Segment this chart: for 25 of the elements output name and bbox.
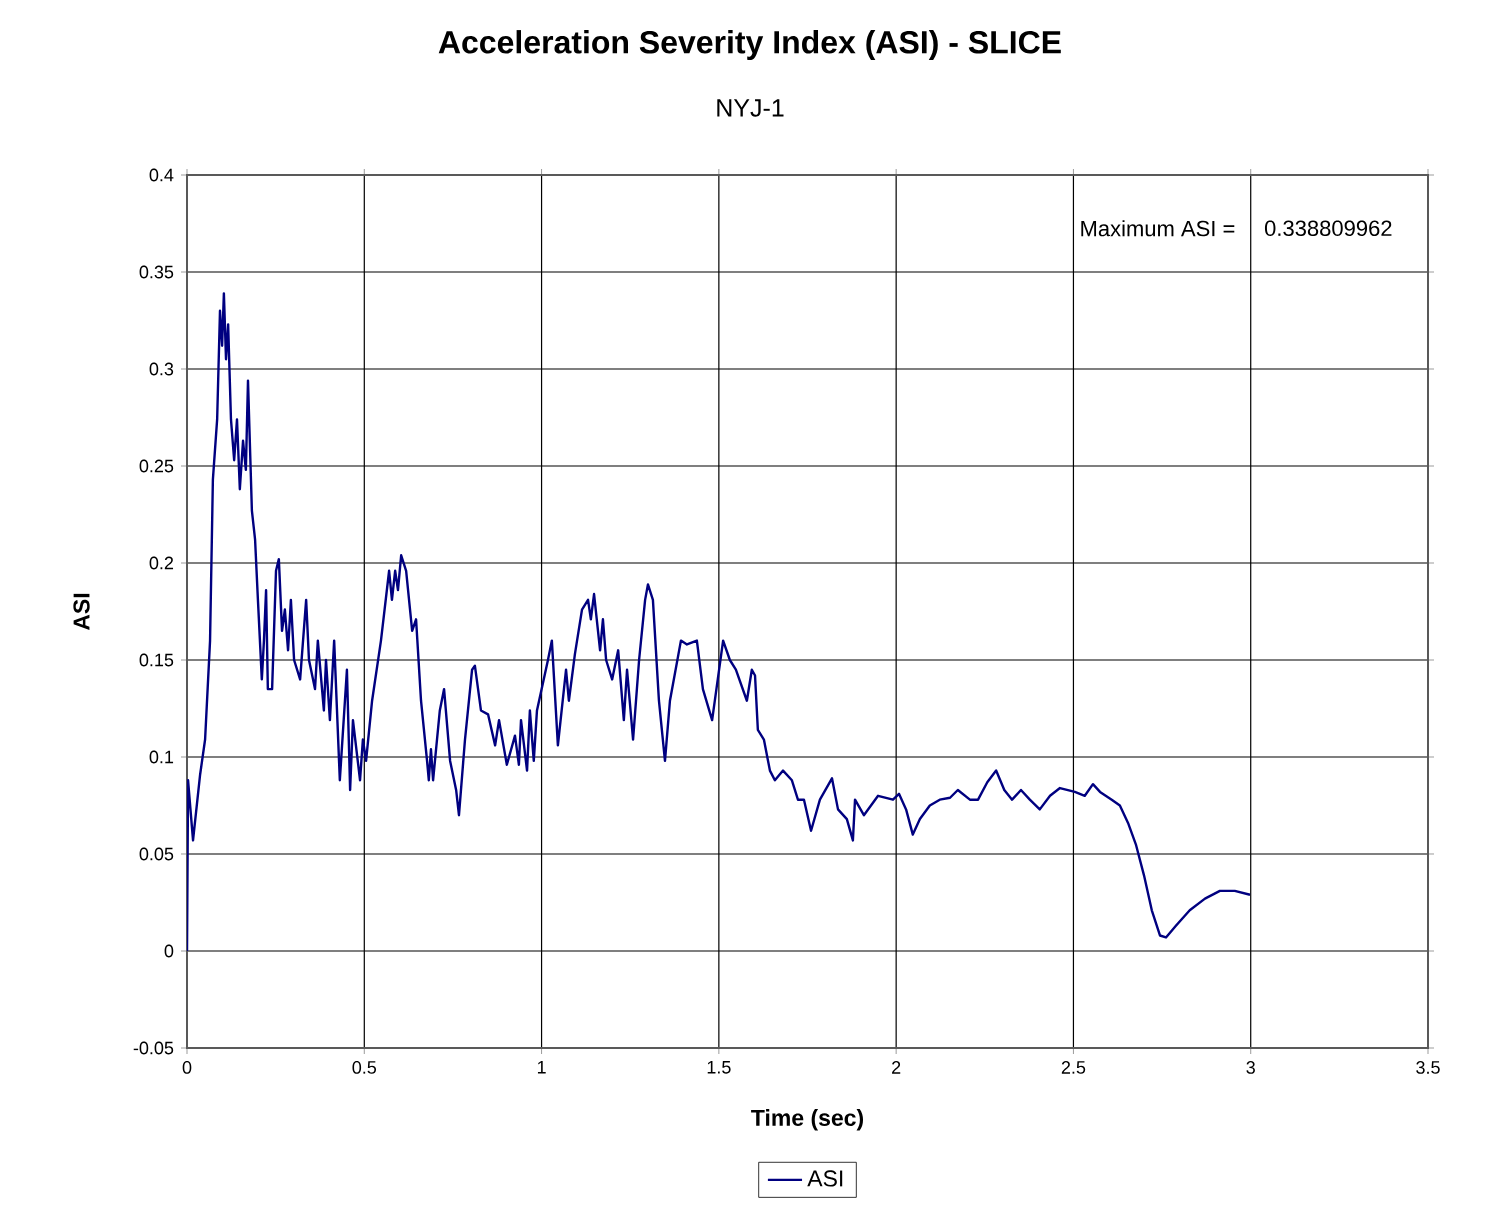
- x-axis-title: Time (sec): [751, 1109, 864, 1131]
- legend-label: ASI: [807, 1170, 843, 1187]
- x-tick-label: 0: [182, 1061, 192, 1074]
- chart-subtitle: NYJ-1: [717, 99, 784, 117]
- x-tick-label: 1: [537, 1061, 546, 1074]
- x-tick-label: 0.5: [352, 1061, 377, 1074]
- y-tick-label: 0.2: [149, 556, 174, 570]
- x-tick-label: 2: [892, 1061, 901, 1074]
- y-tick-label: 0.15: [139, 653, 174, 667]
- x-tick-label: 2.5: [1061, 1061, 1086, 1074]
- annotation: Maximum ASI =: [1081, 220, 1235, 237]
- y-tick-label: 0.25: [139, 459, 174, 473]
- y-tick-label: 0.05: [139, 847, 174, 861]
- chart-title: Acceleration Severity Index (ASI) - SLICE: [438, 30, 1061, 60]
- x-tick-label: 3.5: [1416, 1061, 1440, 1074]
- y-tick-label: -0.05: [133, 1041, 174, 1055]
- y-tick-label: 0.35: [139, 265, 174, 279]
- y-tick-label: 0.1: [149, 750, 174, 764]
- y-axis-title: ASI: [73, 593, 90, 631]
- y-tick-label: 0.3: [149, 362, 174, 376]
- y-tick-label: 0: [164, 944, 174, 958]
- annotation: 0.338809962: [1264, 220, 1392, 237]
- x-tick-label: 3: [1246, 1061, 1255, 1074]
- y-tick-label: 0.4: [149, 168, 174, 182]
- x-tick-label: 1.5: [707, 1061, 731, 1074]
